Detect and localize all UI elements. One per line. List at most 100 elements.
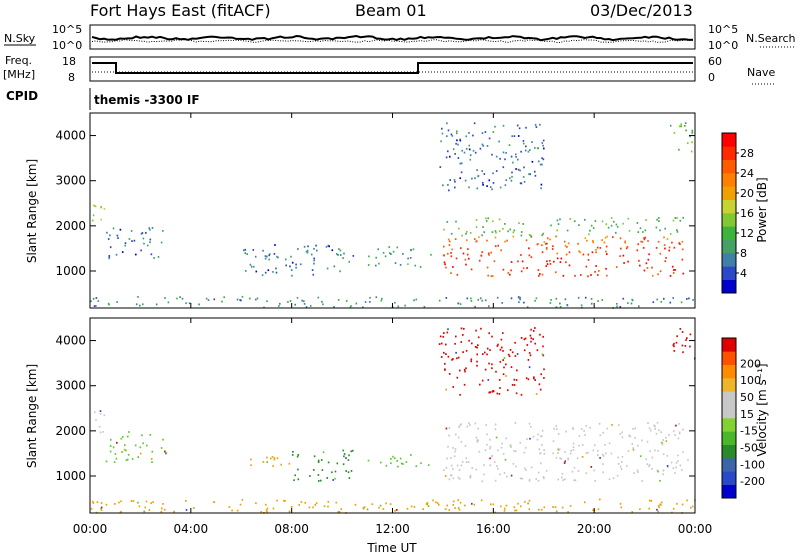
scatter-cell (285, 258, 287, 261)
scatter-cell (385, 502, 387, 505)
scatter-cell (455, 257, 458, 260)
scatter-cell (652, 301, 655, 304)
scatter-cell (495, 436, 498, 439)
scatter-cell (652, 274, 654, 277)
scatter-cell (492, 220, 494, 223)
scatter-cell (601, 220, 604, 223)
scatter-cell (646, 267, 649, 269)
scatter-cell (146, 244, 149, 247)
scatter-cell (530, 340, 532, 343)
scatter-cell (139, 446, 142, 449)
scatter-cell (474, 305, 476, 308)
scatter-cell (337, 510, 340, 513)
scatter-cell (469, 475, 471, 478)
scatter-cell (457, 507, 460, 509)
scatter-cell (610, 452, 613, 455)
scatter-cell (92, 214, 95, 217)
scatter-cell (481, 143, 484, 146)
scatter-cell (500, 505, 502, 508)
scatter-cell (568, 251, 571, 254)
scatter-cell (173, 510, 175, 513)
scatter-cell (317, 461, 320, 463)
scatter-cell (494, 230, 497, 232)
scatter-cell (486, 266, 489, 269)
scatter-cell (338, 510, 341, 513)
scatter-cell (674, 269, 677, 271)
scatter-cell (566, 246, 568, 248)
colorbar-swatch (722, 159, 736, 174)
scatter-cell (255, 298, 257, 301)
scatter-cell (505, 179, 508, 181)
scatter-cell (327, 505, 329, 508)
scatter-cell (109, 450, 112, 453)
noise-right-tick-top: 10^5 (708, 23, 738, 36)
scatter-cell (557, 449, 560, 451)
scatter-cell (486, 239, 488, 242)
scatter-cell (502, 350, 504, 352)
scatter-cell (687, 142, 689, 145)
scatter-cell (457, 436, 460, 439)
scatter-cell (389, 252, 391, 255)
scatter-cell (526, 438, 528, 440)
scatter-cell (691, 129, 694, 132)
scatter-cell (542, 335, 544, 338)
scatter-cell (458, 477, 461, 480)
scatter-cell (666, 465, 669, 467)
scatter-cell (422, 508, 424, 511)
scatter-cell (522, 176, 525, 178)
scatter-cell (619, 237, 622, 240)
scatter-cell (496, 465, 498, 467)
scatter-cell (397, 305, 399, 308)
scatter-cell (643, 237, 645, 239)
colorbar-frame (721, 337, 737, 499)
colorbar-swatch (722, 391, 736, 405)
scatter-cell (455, 433, 457, 436)
scatter-cell (400, 462, 403, 465)
scatter-cell (572, 442, 575, 445)
scatter-cell (503, 357, 506, 359)
scatter-cell (677, 454, 679, 457)
scatter-cell (313, 259, 315, 262)
scatter-cell (467, 461, 470, 463)
scatter-cell (105, 460, 108, 463)
scatter-cell (665, 257, 667, 259)
scatter-cell (491, 367, 493, 370)
scatter-cell (252, 249, 255, 251)
scatter-cell (448, 434, 450, 437)
scatter-cell (559, 218, 561, 221)
scatter-cell (539, 452, 542, 455)
scatter-cell (523, 451, 526, 454)
scatter-cell (103, 208, 106, 210)
scatter-cell (528, 173, 530, 176)
scatter-cell (686, 337, 688, 339)
scatter-cell (512, 231, 515, 234)
scatter-cell (106, 231, 108, 234)
scatter-cell (531, 141, 533, 143)
scatter-cell (134, 444, 137, 447)
scatter-cell (570, 449, 572, 452)
scatter-cell (520, 182, 523, 185)
scatter-cell (573, 466, 576, 469)
scatter-cell (572, 427, 574, 429)
scatter-cell (114, 453, 117, 455)
scatter-cell (546, 263, 549, 265)
scatter-cell (515, 465, 517, 468)
scatter-cell (94, 205, 97, 208)
scatter-cell (607, 226, 610, 229)
scatter-cell (242, 249, 245, 252)
scatter-cell (542, 354, 545, 357)
scatter-cell (675, 461, 678, 464)
scatter-cell (278, 305, 280, 307)
scatter-cell (528, 478, 531, 481)
scatter-cell (608, 478, 611, 481)
scatter-cell (671, 265, 674, 268)
colorbar-swatch (722, 213, 736, 227)
scatter-cell (553, 428, 555, 430)
scatter-cell (662, 439, 664, 441)
scatter-cell (597, 300, 599, 302)
scatter-cell (323, 505, 326, 508)
scatter-cell (452, 358, 454, 360)
scatter-cell (639, 455, 642, 458)
scatter-cell (236, 298, 239, 301)
scatter-cell (478, 236, 480, 239)
